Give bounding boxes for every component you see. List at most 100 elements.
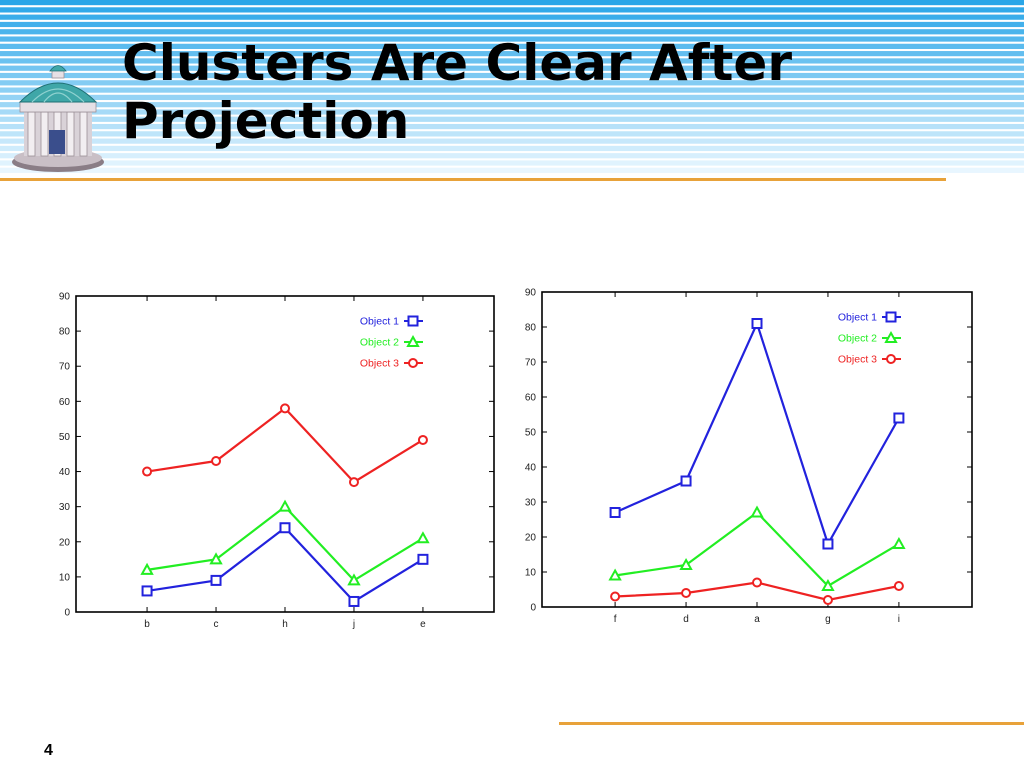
header-band-gap <box>0 5 1024 8</box>
header-band-gap <box>0 114 1024 118</box>
x-tick-label: i <box>898 614 900 625</box>
old-well-icon <box>12 65 104 172</box>
data-point <box>210 574 222 586</box>
header-band <box>0 72 1024 79</box>
data-point <box>348 595 360 607</box>
header-band-gap <box>0 63 1024 67</box>
y-tick-label: 40 <box>525 463 537 474</box>
header-band-gap <box>0 92 1024 96</box>
y-tick-label: 20 <box>525 533 537 544</box>
data-point <box>681 588 692 598</box>
data-point <box>892 536 906 549</box>
header-band <box>0 7 1024 13</box>
x-tick-label: g <box>825 614 831 625</box>
plot-area <box>541 291 973 608</box>
header-band <box>0 87 1024 93</box>
header-band-gap <box>0 70 1024 74</box>
header-band-gap <box>0 12 1024 16</box>
data-point <box>417 434 428 445</box>
data-point <box>280 403 290 414</box>
x-tick-label: j <box>352 619 355 630</box>
y-tick-label: 60 <box>59 397 71 408</box>
y-tick-label: 50 <box>525 428 537 439</box>
header-band <box>0 109 1024 115</box>
header-band-gap <box>0 158 1024 161</box>
data-point <box>752 577 762 588</box>
data-point <box>893 581 904 591</box>
plot-area <box>75 295 495 613</box>
legend-label: Object 1 <box>838 312 877 324</box>
y-tick-label: 80 <box>59 327 71 338</box>
data-point <box>822 595 833 605</box>
data-point <box>680 475 692 487</box>
header-band-gap <box>0 34 1024 37</box>
legend-label: Object 3 <box>838 354 877 366</box>
header-band-gap <box>0 136 1024 140</box>
y-tick-label: 50 <box>59 432 71 443</box>
legend-marker <box>886 354 896 364</box>
header-band <box>0 29 1024 35</box>
header-band <box>0 58 1024 64</box>
data-point <box>278 499 292 512</box>
data-point <box>821 578 835 591</box>
legend-label: Object 2 <box>360 337 399 349</box>
header-band <box>0 138 1024 144</box>
header-band <box>0 116 1024 122</box>
y-tick-label: 90 <box>59 292 71 303</box>
legend-marker <box>408 358 418 368</box>
header-band-gap <box>0 151 1024 154</box>
header-band-gap <box>0 100 1024 103</box>
data-point <box>751 318 763 329</box>
y-tick-label: 0 <box>64 608 70 619</box>
header-band <box>0 123 1024 130</box>
header-band-gap <box>0 121 1024 125</box>
data-point <box>609 507 621 518</box>
header-band-gap <box>0 78 1024 81</box>
header-band <box>0 131 1024 137</box>
legend-marker <box>885 311 897 323</box>
legend-marker <box>407 315 419 327</box>
y-tick-label: 30 <box>59 502 71 513</box>
legend-marker <box>884 330 898 343</box>
line-chart-left: 0 10 20 30 40 50 60 70 80 90 b c h j e Object 1 Object 2… <box>59 292 495 630</box>
data-point <box>140 562 154 575</box>
line-chart-right: 0 10 20 30 40 50 60 70 80 90 f d a g i Object 1 Object 2… <box>525 288 973 625</box>
header-band-gap <box>0 165 1024 169</box>
footer-rule <box>559 722 1024 725</box>
y-tick-label: 70 <box>525 358 537 369</box>
header-band <box>0 80 1024 86</box>
header-band <box>0 21 1024 28</box>
slide-title-line-2: Projection <box>122 92 410 150</box>
data-point <box>347 573 361 586</box>
data-point <box>211 456 222 467</box>
header-band <box>0 0 1024 6</box>
header-band-gap <box>0 107 1024 110</box>
page-number: 4 <box>44 742 53 759</box>
x-tick-label: f <box>614 614 617 625</box>
y-tick-label: 30 <box>525 498 537 509</box>
data-point <box>750 505 764 518</box>
slide-title-line-1: Clusters Are Clear After <box>122 34 792 92</box>
header-band-gap <box>0 129 1024 132</box>
data-point <box>209 552 223 565</box>
y-tick-label: 60 <box>525 393 537 404</box>
header-band-gap <box>0 27 1024 30</box>
x-tick-label: c <box>214 619 219 630</box>
data-point <box>822 538 834 550</box>
data-point <box>417 553 429 565</box>
legend-label: Object 1 <box>360 316 399 328</box>
slide-title: Clusters Are Clear After Projection <box>122 34 792 150</box>
data-point <box>142 466 153 477</box>
legend-label: Object 3 <box>360 358 399 370</box>
header-band <box>0 160 1024 166</box>
x-tick-label: e <box>420 619 426 630</box>
x-tick-label: a <box>754 614 760 625</box>
header-band-gap <box>0 56 1024 59</box>
header-band <box>0 94 1024 101</box>
x-tick-label: b <box>144 619 150 630</box>
y-tick-label: 20 <box>59 537 71 548</box>
header-band <box>0 14 1024 20</box>
header-band-gap <box>0 143 1024 147</box>
header-band <box>0 65 1024 71</box>
data-point <box>141 585 153 597</box>
